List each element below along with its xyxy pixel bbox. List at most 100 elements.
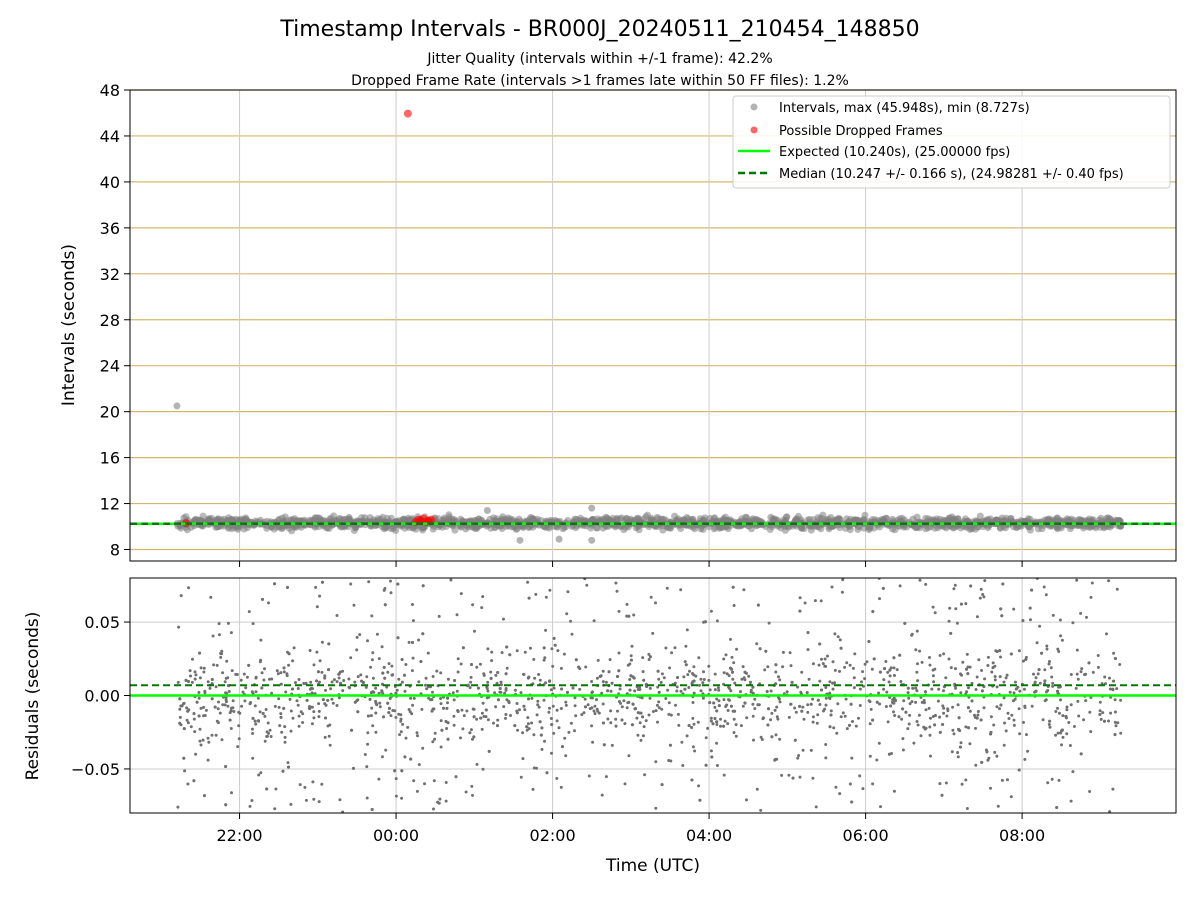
residual-point <box>965 807 969 810</box>
residual-point <box>482 673 486 677</box>
residual-point <box>778 737 782 741</box>
residual-point <box>676 712 680 716</box>
residual-point <box>751 714 755 718</box>
residual-point <box>258 710 262 714</box>
residual-point <box>578 687 582 691</box>
dropped-frame-point <box>427 515 436 524</box>
residual-point <box>999 703 1003 707</box>
residual-point <box>259 658 263 662</box>
residual-point <box>383 676 387 680</box>
residual-point <box>743 701 747 705</box>
residual-point <box>981 593 985 596</box>
residual-point <box>710 755 714 759</box>
residual-point <box>1048 660 1051 663</box>
residual-point <box>505 666 509 670</box>
residual-point <box>828 725 832 729</box>
residual-point <box>314 585 318 589</box>
residual-point <box>1103 719 1106 723</box>
residual-point <box>275 669 279 673</box>
residual-point <box>365 765 369 769</box>
residual-point <box>796 756 800 760</box>
residual-point <box>807 677 811 681</box>
residual-point <box>530 721 534 725</box>
residual-point <box>591 690 594 694</box>
residual-point <box>280 730 284 734</box>
residual-point <box>811 662 815 666</box>
residual-point <box>858 774 862 778</box>
residual-point <box>535 713 539 717</box>
residual-point <box>949 631 953 635</box>
interval-point <box>501 515 509 523</box>
residual-point <box>708 701 712 705</box>
residual-point <box>816 713 820 717</box>
interval-point <box>1070 517 1078 524</box>
residual-point <box>713 688 717 692</box>
residual-point <box>641 734 645 738</box>
residual-point <box>841 578 845 582</box>
residual-point <box>444 720 448 723</box>
residual-point <box>952 732 956 736</box>
interval-point <box>274 516 282 524</box>
residual-point <box>193 730 197 734</box>
residual-point <box>858 704 862 707</box>
residual-point <box>888 674 892 678</box>
residual-point <box>698 798 702 802</box>
residual-point <box>587 774 591 778</box>
legend-median-label: Median (10.247 +/- 0.166 s), (24.98281 +… <box>779 167 1124 182</box>
residual-point <box>464 790 468 794</box>
residual-point <box>199 706 203 710</box>
residual-point <box>976 710 980 713</box>
residual-point <box>743 678 747 682</box>
interval-point <box>336 514 344 522</box>
residual-point <box>657 690 661 694</box>
residual-point <box>682 675 686 679</box>
residual-point <box>924 708 928 712</box>
interval-point <box>205 516 213 524</box>
residual-point <box>1001 582 1005 586</box>
residual-point <box>1018 689 1022 693</box>
residual-point <box>726 709 730 712</box>
residual-point <box>732 731 736 734</box>
residual-point <box>273 807 277 811</box>
residual-point <box>375 632 379 636</box>
residual-point <box>444 781 448 784</box>
residual-point <box>331 701 335 705</box>
residual-point <box>755 642 759 646</box>
residual-point <box>867 640 871 643</box>
residual-point <box>756 603 760 607</box>
residual-point <box>968 665 972 669</box>
residual-point <box>399 730 403 734</box>
interval-point <box>525 523 533 531</box>
residual-point <box>504 716 507 720</box>
residual-point <box>966 665 970 669</box>
residual-point <box>177 625 181 629</box>
residual-point <box>267 601 270 605</box>
residual-point <box>534 592 538 596</box>
residual-point <box>288 697 292 701</box>
residual-point <box>852 686 856 690</box>
residual-point <box>940 793 944 797</box>
residual-point <box>475 665 479 669</box>
residual-point <box>895 668 899 672</box>
residual-point <box>1009 652 1013 656</box>
residual-point <box>1029 618 1032 622</box>
residual-point <box>560 687 564 691</box>
residual-point <box>648 696 652 700</box>
residual-point <box>632 613 636 617</box>
residual-point <box>722 724 726 728</box>
interval-point <box>721 523 729 531</box>
residual-point <box>995 754 999 758</box>
residual-point <box>302 682 306 685</box>
residual-point <box>363 753 367 756</box>
residual-point <box>1030 588 1034 592</box>
residual-point <box>276 672 280 676</box>
interval-point <box>1080 524 1087 532</box>
residual-point <box>729 689 733 693</box>
residual-point <box>260 686 264 690</box>
residual-point <box>704 736 708 740</box>
residual-point <box>1012 691 1016 695</box>
residual-point <box>324 716 327 720</box>
residual-point <box>791 776 795 780</box>
residual-point <box>602 743 606 747</box>
residual-point <box>548 588 552 592</box>
